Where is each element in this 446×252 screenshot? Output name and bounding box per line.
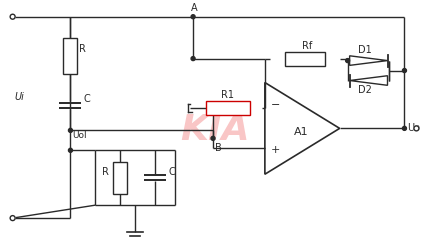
Text: Rf: Rf [302, 41, 312, 51]
Text: D1: D1 [358, 45, 372, 55]
Text: A1: A1 [294, 127, 309, 137]
Bar [113, 162, 127, 194]
Circle shape [211, 136, 215, 140]
Text: C: C [83, 94, 90, 104]
Circle shape [402, 127, 406, 130]
Circle shape [69, 128, 72, 132]
Bar [206, 102, 250, 115]
Text: $-$: $-$ [270, 99, 280, 108]
Polygon shape [350, 56, 388, 65]
Circle shape [402, 69, 406, 73]
Text: R: R [79, 44, 87, 54]
Text: Uo: Uo [408, 123, 421, 133]
Circle shape [191, 57, 195, 60]
Circle shape [10, 14, 15, 19]
Text: R1: R1 [221, 90, 234, 101]
Text: A: A [191, 3, 198, 13]
Text: KIA: KIA [180, 113, 250, 147]
Text: C: C [168, 167, 175, 177]
Circle shape [414, 126, 419, 131]
Text: B: B [215, 143, 222, 153]
Polygon shape [265, 82, 340, 174]
Text: Ui: Ui [15, 92, 25, 103]
Text: R: R [103, 167, 109, 177]
Text: D2: D2 [358, 85, 372, 96]
Circle shape [10, 216, 15, 220]
Text: Uol: Uol [72, 131, 87, 140]
Bar [63, 38, 78, 74]
Circle shape [346, 58, 350, 62]
Circle shape [191, 15, 195, 19]
Circle shape [69, 148, 72, 152]
Polygon shape [350, 76, 388, 85]
Text: $+$: $+$ [270, 144, 280, 155]
Bar [285, 52, 325, 66]
